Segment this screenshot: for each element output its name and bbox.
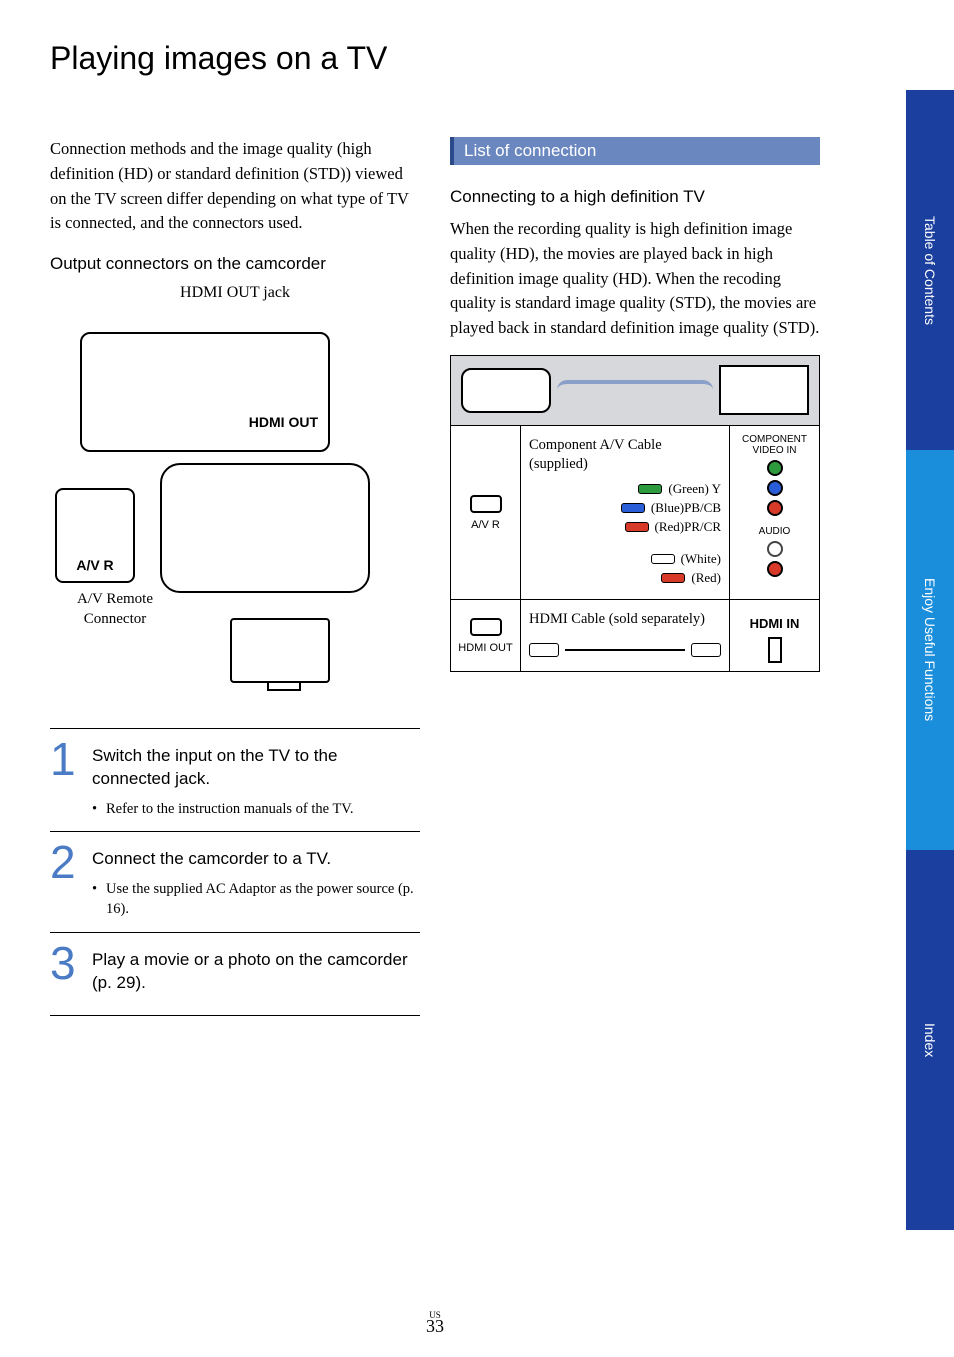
hdmi-cable-row: HDMI OUT HDMI Cable (sold separately) HD… bbox=[451, 600, 819, 671]
right-column: List of connection Connecting to a high … bbox=[450, 137, 820, 1016]
hdmi-plug-right-icon bbox=[691, 643, 721, 657]
blue-plug-icon bbox=[621, 503, 645, 513]
hd-paragraph: When the recording quality is high defin… bbox=[450, 217, 820, 341]
tv-icon bbox=[230, 618, 330, 683]
step-3: 3 Play a movie or a photo on the camcord… bbox=[50, 932, 420, 1016]
white-plug-icon bbox=[651, 554, 675, 564]
hd-tv-heading: Connecting to a high definition TV bbox=[450, 187, 820, 207]
cable-flow-icon bbox=[557, 380, 713, 400]
hdmi-out-port-cell: HDMI OUT bbox=[451, 600, 521, 671]
avr-text: A/V R bbox=[57, 557, 133, 573]
av-port-icon bbox=[470, 495, 502, 513]
camcorder-body-icon bbox=[160, 463, 370, 593]
hdmi-out-label: HDMI OUT bbox=[458, 642, 512, 654]
red-audio-jack-icon bbox=[767, 561, 783, 577]
side-tabs: Table of Contents Enjoy Useful Functions… bbox=[906, 90, 954, 1230]
hdmi-plug-left-icon bbox=[529, 643, 559, 657]
step-title: Connect the camcorder to a TV. bbox=[92, 848, 420, 871]
hdmi-cable-name: HDMI Cable (sold separately) bbox=[529, 610, 721, 629]
red-audio-wire-label: (Red) bbox=[691, 570, 721, 586]
avr-remote-label: A/V Remote Connector bbox=[55, 590, 175, 629]
component-cable-row: A/V R Component A/V Cable (supplied) (Gr… bbox=[451, 426, 819, 601]
page-title: Playing images on a TV bbox=[50, 40, 820, 77]
green-jack-icon bbox=[767, 460, 783, 476]
step-title: Play a movie or a photo on the camcorder… bbox=[92, 949, 420, 995]
connection-table: A/V R Component A/V Cable (supplied) (Gr… bbox=[450, 355, 820, 673]
av-port-label: A/V R bbox=[471, 519, 500, 531]
conn-header-row bbox=[451, 356, 819, 426]
steps-list: 1 Switch the input on the TV to the conn… bbox=[50, 728, 420, 1016]
left-column: Connection methods and the image quality… bbox=[50, 137, 420, 1016]
av-r-port-cell: A/V R bbox=[451, 426, 521, 600]
hdmi-in-label: HDMI IN bbox=[734, 616, 815, 631]
step-bullet: Refer to the instruction manuals of the … bbox=[92, 799, 420, 819]
white-jack-icon bbox=[767, 541, 783, 557]
component-cable-name: Component A/V Cable (supplied) bbox=[529, 436, 721, 474]
red-jack-icon bbox=[767, 500, 783, 516]
green-plug-icon bbox=[638, 484, 662, 494]
tab-table-of-contents[interactable]: Table of Contents bbox=[906, 90, 954, 450]
component-video-in-label: COMPONENT VIDEO IN bbox=[734, 434, 815, 456]
step-number: 3 bbox=[50, 943, 80, 1003]
tab-enjoy-useful-functions[interactable]: Enjoy Useful Functions bbox=[906, 450, 954, 850]
blue-wire-label: (Blue)PB/CB bbox=[651, 500, 721, 516]
blue-jack-icon bbox=[767, 480, 783, 496]
step-title: Switch the input on the TV to the connec… bbox=[92, 745, 420, 791]
step-number: 1 bbox=[50, 739, 80, 819]
camcorder-icon bbox=[461, 368, 551, 413]
page-number: US 33 bbox=[0, 1310, 870, 1337]
tv-icon bbox=[719, 365, 809, 415]
step-number: 2 bbox=[50, 842, 80, 920]
intro-paragraph: Connection methods and the image quality… bbox=[50, 137, 420, 236]
hdmi-in-port-icon bbox=[768, 637, 782, 663]
page-number-value: 33 bbox=[426, 1316, 444, 1336]
red-audio-plug-icon bbox=[661, 573, 685, 583]
hdmi-out-text: HDMI OUT bbox=[249, 414, 318, 430]
hdmi-callout-box: HDMI OUT bbox=[80, 332, 330, 452]
hdmi-jack-label: HDMI OUT jack bbox=[50, 284, 420, 302]
connectors-heading: Output connectors on the camcorder bbox=[50, 254, 420, 274]
tab-index[interactable]: Index bbox=[906, 850, 954, 1230]
step-2: 2 Connect the camcorder to a TV. Use the… bbox=[50, 831, 420, 932]
list-of-connection-heading: List of connection bbox=[450, 137, 820, 165]
avr-callout-box: A/V R bbox=[55, 488, 135, 583]
camcorder-diagram: HDMI OUT A/V R A/V Remote Connector bbox=[50, 308, 420, 698]
white-wire-label: (White) bbox=[681, 551, 721, 567]
audio-label: AUDIO bbox=[734, 526, 815, 537]
step-bullet: Use the supplied AC Adaptor as the power… bbox=[92, 879, 420, 920]
step-1: 1 Switch the input on the TV to the conn… bbox=[50, 728, 420, 831]
hdmi-port-icon bbox=[470, 618, 502, 636]
green-wire-label: (Green) Y bbox=[668, 481, 721, 497]
red-plug-icon bbox=[625, 522, 649, 532]
red-wire-label: (Red)PR/CR bbox=[655, 519, 721, 535]
